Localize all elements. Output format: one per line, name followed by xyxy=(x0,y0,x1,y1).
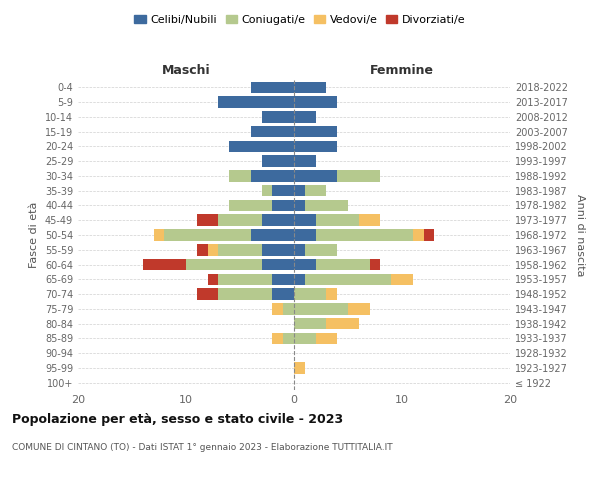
Bar xyxy=(262,156,294,167)
Bar xyxy=(272,185,294,196)
Text: Maschi: Maschi xyxy=(161,64,211,78)
Bar xyxy=(305,185,326,196)
Bar xyxy=(294,96,337,108)
Bar xyxy=(294,288,326,300)
Bar xyxy=(294,318,326,330)
Bar xyxy=(294,244,305,256)
Bar xyxy=(262,259,294,270)
Bar xyxy=(337,170,380,181)
Bar xyxy=(272,288,294,300)
Bar xyxy=(218,96,294,108)
Bar xyxy=(294,185,305,196)
Bar xyxy=(197,244,208,256)
Bar xyxy=(208,274,218,285)
Bar xyxy=(251,229,294,241)
Text: Femmine: Femmine xyxy=(370,64,434,78)
Y-axis label: Fasce di età: Fasce di età xyxy=(29,202,39,268)
Bar xyxy=(229,140,294,152)
Bar xyxy=(294,140,337,152)
Bar xyxy=(294,82,326,93)
Bar xyxy=(218,274,272,285)
Bar xyxy=(272,200,294,211)
Bar xyxy=(251,170,294,181)
Bar xyxy=(305,200,348,211)
Bar xyxy=(294,156,316,167)
Bar xyxy=(197,214,218,226)
Bar xyxy=(218,214,262,226)
Bar xyxy=(186,259,262,270)
Bar xyxy=(326,318,359,330)
Bar xyxy=(316,229,413,241)
Bar xyxy=(283,303,294,314)
Bar xyxy=(294,214,316,226)
Bar xyxy=(262,111,294,122)
Bar xyxy=(251,126,294,138)
Bar xyxy=(316,332,337,344)
Legend: Celibi/Nubili, Coniugati/e, Vedovi/e, Divorziati/e: Celibi/Nubili, Coniugati/e, Vedovi/e, Di… xyxy=(130,10,470,29)
Bar xyxy=(294,126,337,138)
Bar xyxy=(413,229,424,241)
Bar xyxy=(218,288,272,300)
Bar xyxy=(229,170,251,181)
Y-axis label: Anni di nascita: Anni di nascita xyxy=(575,194,584,276)
Bar xyxy=(272,303,283,314)
Bar xyxy=(294,303,348,314)
Bar xyxy=(197,288,218,300)
Bar xyxy=(326,288,337,300)
Bar xyxy=(272,274,294,285)
Bar xyxy=(370,259,380,270)
Bar xyxy=(262,214,294,226)
Bar xyxy=(218,244,262,256)
Bar xyxy=(294,200,305,211)
Bar xyxy=(262,244,294,256)
Bar xyxy=(348,303,370,314)
Bar xyxy=(229,200,272,211)
Bar xyxy=(305,274,391,285)
Bar xyxy=(154,229,164,241)
Bar xyxy=(164,229,251,241)
Bar xyxy=(143,259,186,270)
Bar xyxy=(294,259,316,270)
Bar xyxy=(272,332,283,344)
Bar xyxy=(294,111,316,122)
Bar xyxy=(294,274,305,285)
Bar xyxy=(283,332,294,344)
Bar xyxy=(294,170,337,181)
Bar xyxy=(316,259,370,270)
Bar xyxy=(305,244,337,256)
Bar xyxy=(294,332,316,344)
Bar xyxy=(424,229,434,241)
Bar xyxy=(294,229,316,241)
Bar xyxy=(251,82,294,93)
Bar xyxy=(391,274,413,285)
Bar xyxy=(262,185,272,196)
Bar xyxy=(294,362,305,374)
Text: Popolazione per età, sesso e stato civile - 2023: Popolazione per età, sesso e stato civil… xyxy=(12,412,343,426)
Bar xyxy=(359,214,380,226)
Bar xyxy=(208,244,218,256)
Bar xyxy=(316,214,359,226)
Text: COMUNE DI CINTANO (TO) - Dati ISTAT 1° gennaio 2023 - Elaborazione TUTTITALIA.IT: COMUNE DI CINTANO (TO) - Dati ISTAT 1° g… xyxy=(12,442,392,452)
